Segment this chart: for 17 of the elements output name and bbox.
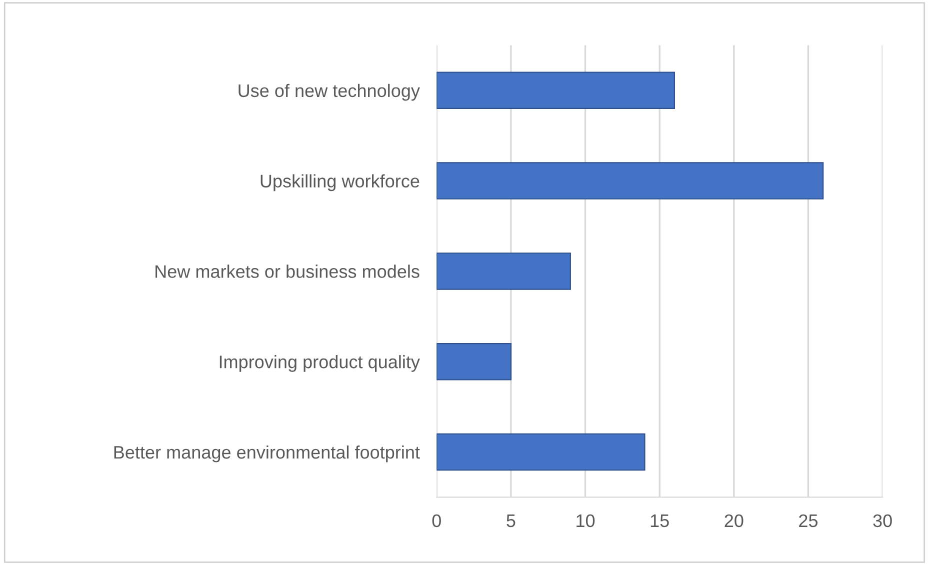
x-tick-label: 15 — [650, 514, 669, 528]
bar — [436, 342, 512, 380]
y-tick-label: Better manage environmental footprint — [114, 445, 420, 462]
y-tick-label: Improving product quality — [220, 355, 420, 372]
bar — [436, 162, 824, 200]
x-tick-label: 20 — [724, 514, 744, 528]
y-tick-label: New markets or business models — [156, 264, 420, 278]
y-tick-label: Upskilling workforce — [260, 174, 420, 192]
y-tick-label: Use of new technology — [238, 84, 420, 101]
bar — [436, 252, 571, 290]
x-tick-label: 30 — [873, 514, 892, 528]
x-tick-label: 25 — [799, 514, 818, 528]
x-tick-label: 0 — [432, 514, 441, 528]
x-tick-label: 5 — [506, 514, 516, 528]
bar — [436, 72, 676, 110]
bar — [436, 433, 646, 471]
x-tick-label: 10 — [576, 514, 595, 528]
